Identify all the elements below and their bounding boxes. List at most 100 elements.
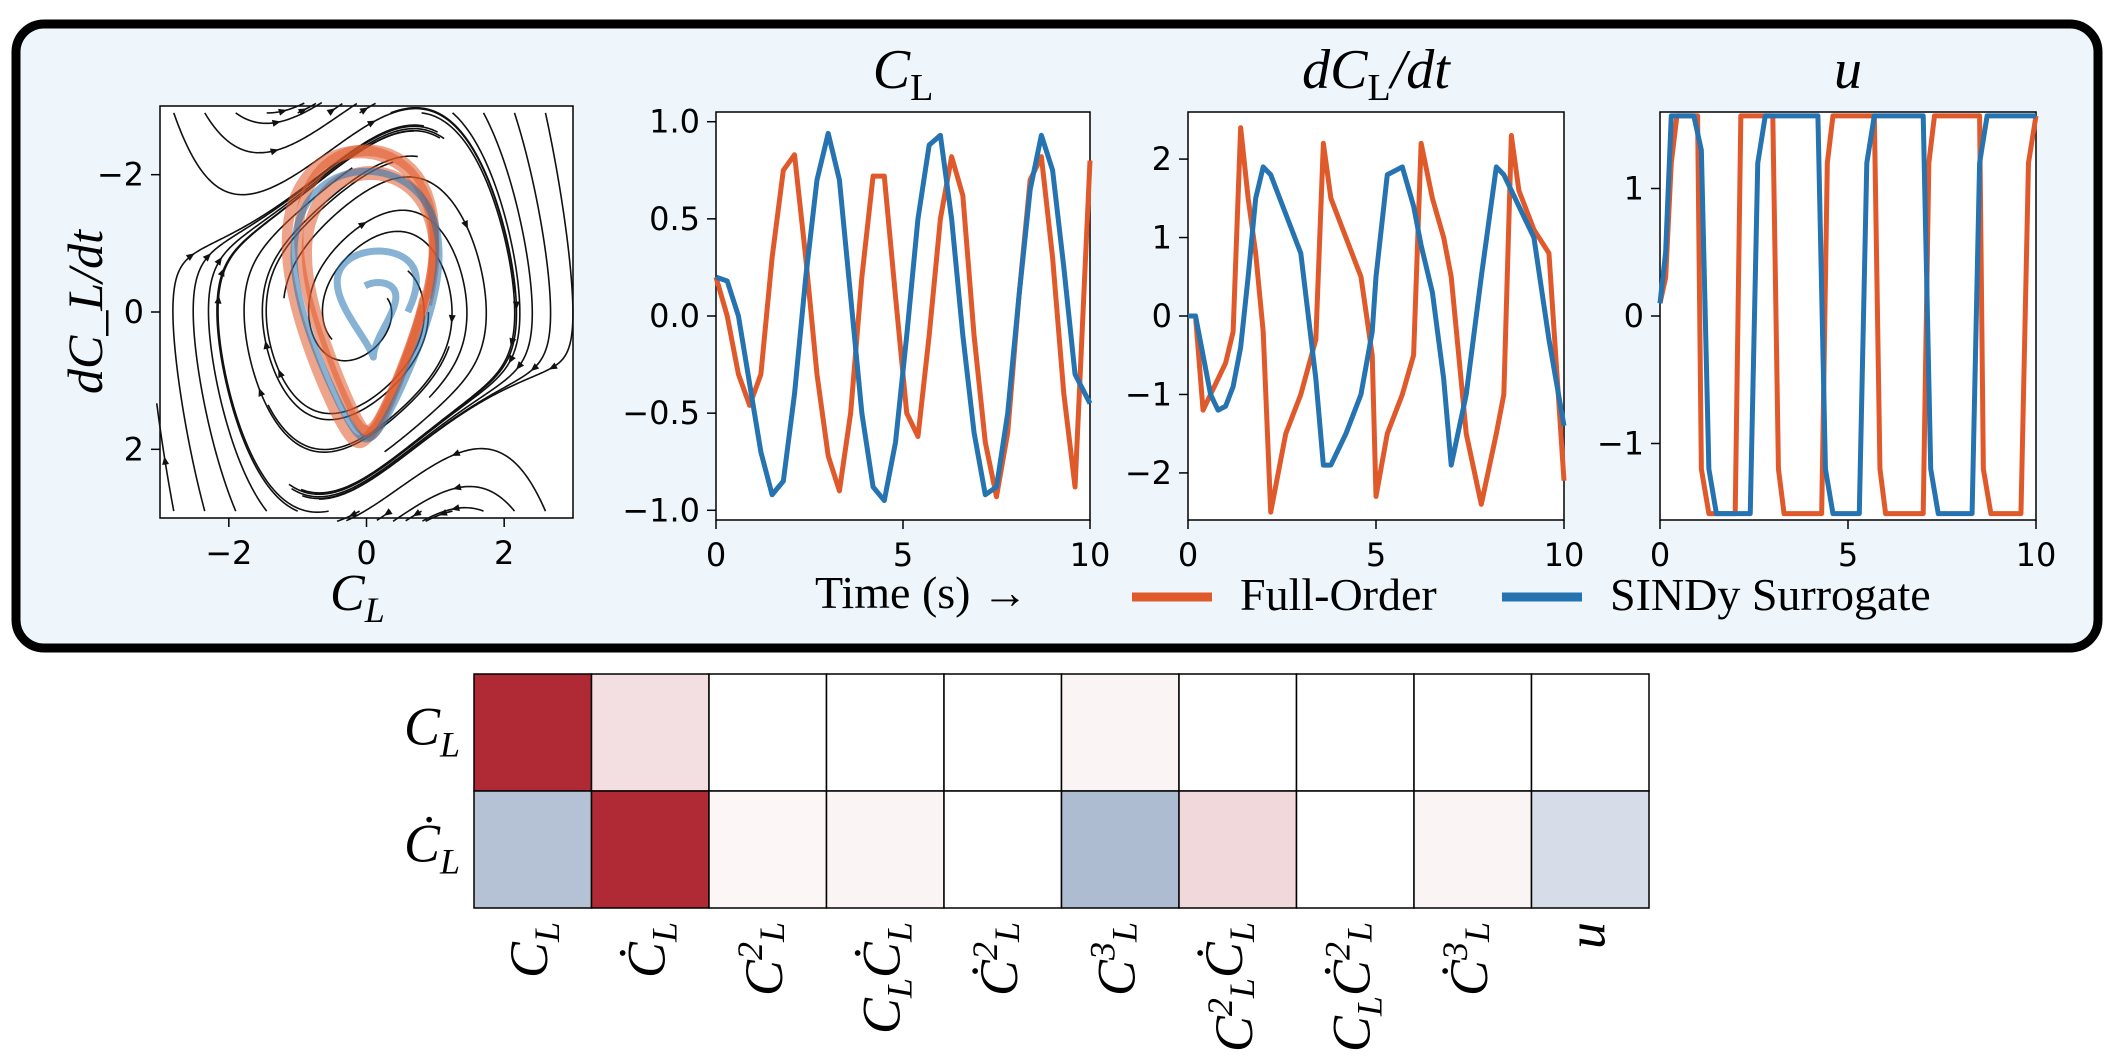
heatmap-cell-0-8 [1413,673,1533,792]
ytick-label-2-2: −1 [1597,425,1644,463]
xtick-label-2-2: 10 [2016,536,2057,574]
streamline-arrow-1 [366,120,376,128]
ytick-label-0-0: 1.0 [649,103,700,141]
streamline-arrow-27 [278,369,285,379]
timeseries-title-1: dCL/dt [1302,39,1451,109]
heatmap-col-label-9: u [1556,922,1616,949]
streamline-arrow-24 [451,449,461,456]
heatmap-cell-0-7 [1295,673,1415,792]
ytick-label-0-1: 0.5 [649,200,700,238]
phase-trajectories [281,144,443,449]
phase-xlabel: CL [330,565,385,630]
phase-full-order-2 [301,166,440,441]
streamline-arrow-16 [412,509,422,517]
streamline-arrow-7 [278,108,288,116]
streamline-arrow-10 [214,295,222,304]
heatmap-cell-1-5 [1060,790,1180,909]
streamline-arrow-29 [263,340,271,350]
xtick-label-2-1: 5 [1838,536,1858,574]
ytick-label-1-0: 2 [1152,140,1172,178]
phase-sindy-0 [290,167,443,443]
phase-xtick-label-0: −2 [205,534,252,572]
streamline-arrow-25 [548,362,558,370]
series-0-1 [715,130,1093,504]
legend-sindy-label: SINDy Surrogate [1610,569,1931,620]
streamline-arrow-4 [202,253,212,262]
streamline-arrow-11 [326,108,336,116]
series-2-0 [1657,113,2039,517]
streamline-arrow-14 [383,508,393,516]
legend: Full-Order SINDy Surrogate [1132,569,1931,620]
streamline-arrow-3 [269,148,279,156]
heatmap-col-label-0: CL [499,922,567,978]
heatmap-col-label-1: ĊL [616,922,684,978]
heatmap-col-label-2: C2L [730,922,794,996]
phase-portrait-plot: −2 2 0 0 2 −2 CL dC_L/dt [57,101,574,630]
phase-sindy-1 [333,247,420,361]
timeseries-title-2: u [1834,39,1862,101]
phase-xtick-label-2: 2 [494,534,514,572]
heatmap-col-label-6: C2LĊL [1194,922,1264,1052]
streamline-arrow-20 [451,504,460,512]
ytick-label-0-2: 0.0 [649,297,700,335]
streamline-arrow-28 [448,314,456,324]
heatmap-cell-1-7 [1295,790,1415,909]
streamline-arrow-22 [452,483,462,491]
streamline-arrow-13 [359,107,369,115]
heatmap-cell-1-6 [1178,790,1298,909]
series-1-0 [1188,125,1567,515]
phase-ytick-label-1: 0 [124,293,144,331]
streamline-arrow-26 [357,221,367,230]
xtick-label-2-0: 0 [1650,536,1670,574]
ytick-label-2-1: 0 [1624,297,1644,335]
heatmap-row-label-1: ĊL [404,814,460,882]
phase-ytick-label-0: 2 [124,430,144,468]
heatmap-cell-1-0 [473,790,593,909]
streamline-arrow-9 [297,108,307,116]
heatmap-cell-0-6 [1178,673,1298,792]
heatmap-cell-0-3 [825,673,945,792]
timeseries-plot-0: CL 0 5 10 1.0 0.5 0.0 −0.5 −1.0 [622,39,1110,574]
heatmap-cell-0-9 [1530,673,1650,792]
heatmap-row-label-0: CL [404,697,460,765]
ytick-label-2-0: 1 [1624,170,1644,208]
heatmap-cell-0-4 [943,673,1063,792]
xtick-label-0-0: 0 [706,536,726,574]
heatmap-col-label-8: Ċ3L [1435,922,1499,996]
phase-xtick-label-1: 0 [356,534,376,572]
series-1-1 [1188,164,1567,468]
heatmap-cell-1-1 [590,790,710,909]
heatmap-cell-0-0 [473,673,593,792]
ytick-label-1-3: −1 [1125,375,1172,413]
streamline-arrow-17 [509,337,517,347]
heatmap-cell-1-4 [943,790,1063,909]
xtick-label-0-1: 5 [893,536,913,574]
series-2-1 [1657,113,2036,517]
streamline-arrow-6 [214,256,223,266]
heatmap-cell-1-2 [708,790,828,909]
xtick-label-1-1: 5 [1366,536,1386,574]
timeseries-title-0: CL [873,39,934,109]
ytick-label-1-2: 0 [1152,297,1172,335]
streamline-arrow-19 [508,354,516,364]
xtick-label-0-2: 10 [1070,536,1111,574]
streamline-arrow-31 [258,387,266,397]
heatmap-cell-0-2 [708,673,828,792]
heatmap-col-label-7: CLĊ2L [1317,922,1389,1052]
heatmap-cell-1-8 [1413,790,1533,909]
phase-ylabel: dC_L/dt [57,229,113,394]
ytick-label-0-4: −1.0 [622,491,700,529]
legend-full-order-label: Full-Order [1240,569,1437,620]
heatmap-col-label-4: Ċ2L [965,922,1029,996]
streamline-arrow-23 [530,363,540,372]
phase-ticks: −2 2 0 0 2 −2 [97,156,515,572]
heatmap-cell-1-3 [825,790,945,909]
heatmap-cell-1-9 [1530,790,1650,909]
ytick-label-1-4: −2 [1125,454,1172,492]
streamline-arrow-21 [516,361,525,370]
streamline-arrow-2 [185,253,195,261]
